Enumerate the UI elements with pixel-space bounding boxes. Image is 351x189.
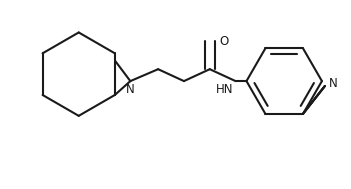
Text: N: N bbox=[126, 83, 135, 96]
Text: N: N bbox=[329, 77, 338, 91]
Text: HN: HN bbox=[216, 83, 233, 96]
Text: O: O bbox=[220, 35, 229, 48]
